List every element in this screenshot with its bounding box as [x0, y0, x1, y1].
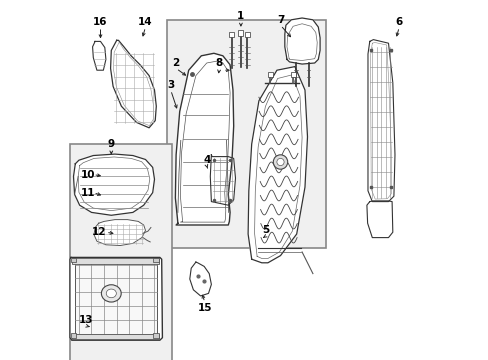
- Text: 6: 6: [395, 17, 402, 27]
- Bar: [268, 72, 272, 77]
- Polygon shape: [189, 262, 211, 296]
- Text: 13: 13: [79, 315, 93, 325]
- Text: 2: 2: [172, 58, 180, 68]
- Text: 7: 7: [276, 15, 284, 25]
- Polygon shape: [247, 67, 307, 263]
- Text: 5: 5: [262, 225, 269, 235]
- Bar: [244, 32, 249, 37]
- Bar: [72, 258, 159, 264]
- Text: 16: 16: [93, 17, 107, 27]
- Text: 12: 12: [91, 227, 106, 237]
- Bar: [153, 258, 159, 262]
- Bar: [70, 258, 76, 262]
- Text: 9: 9: [107, 139, 115, 149]
- Bar: [291, 72, 295, 77]
- Polygon shape: [94, 220, 145, 246]
- Text: 3: 3: [167, 80, 174, 90]
- Ellipse shape: [101, 285, 121, 302]
- Ellipse shape: [273, 155, 287, 169]
- Ellipse shape: [106, 289, 116, 298]
- Polygon shape: [366, 201, 392, 238]
- Polygon shape: [73, 154, 154, 215]
- Bar: [70, 144, 172, 360]
- Polygon shape: [367, 40, 394, 202]
- Polygon shape: [210, 155, 235, 205]
- Text: 1: 1: [237, 11, 244, 21]
- Bar: [167, 20, 325, 248]
- Polygon shape: [92, 41, 106, 70]
- Bar: [238, 30, 243, 36]
- Bar: [229, 32, 234, 37]
- Polygon shape: [284, 18, 320, 64]
- Text: 10: 10: [81, 170, 95, 180]
- Bar: [153, 333, 159, 338]
- Bar: [70, 333, 76, 338]
- Text: 14: 14: [138, 17, 152, 27]
- Polygon shape: [110, 40, 156, 128]
- Polygon shape: [175, 53, 233, 225]
- Text: 15: 15: [197, 303, 212, 313]
- Polygon shape: [70, 257, 162, 340]
- Text: 11: 11: [81, 188, 95, 198]
- Text: 4: 4: [203, 155, 210, 165]
- Text: 8: 8: [215, 58, 223, 68]
- Ellipse shape: [276, 158, 284, 166]
- Bar: [75, 261, 157, 337]
- Bar: [72, 334, 159, 339]
